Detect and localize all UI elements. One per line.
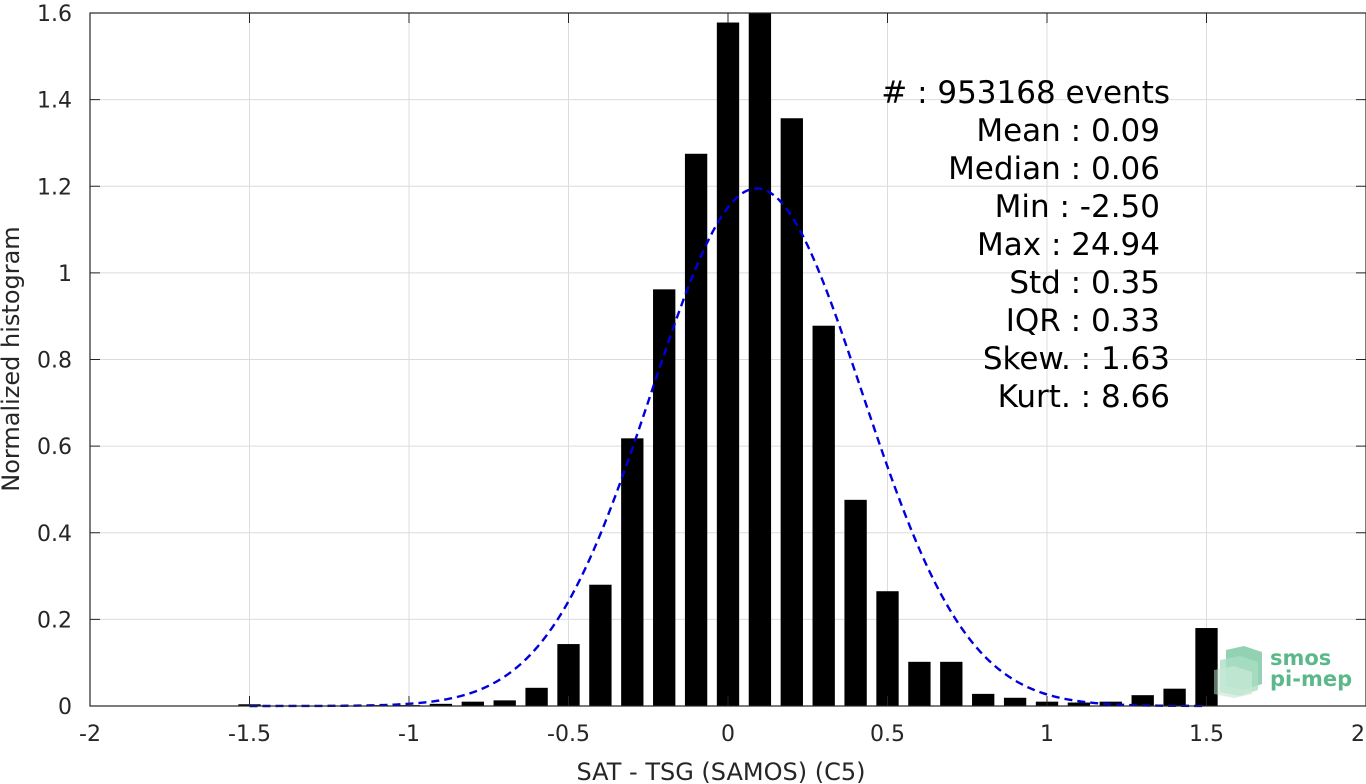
x-tick-label: 0.5	[870, 722, 905, 747]
statistics-box: # : 953168 events Mean : 0.09 Median : 0…	[881, 75, 1170, 415]
histogram-bar	[1003, 697, 1027, 706]
histogram-bar	[493, 700, 516, 706]
y-tick-label: 1.4	[37, 89, 72, 114]
histogram-bar	[621, 438, 644, 706]
x-tick-label: 0	[721, 722, 735, 747]
x-tick-label: -0.5	[547, 722, 590, 747]
y-axis-label: Normalized histogram	[0, 226, 25, 491]
histogram-bar	[461, 701, 484, 706]
x-tick-label: -2	[79, 722, 101, 747]
y-tick-label: 0	[58, 695, 72, 720]
histogram-bar	[844, 499, 867, 706]
histogram-bar	[684, 153, 708, 706]
x-tick-label: 2	[1351, 722, 1365, 747]
logo-text-pi-mep: pi-mep	[1270, 667, 1352, 691]
y-tick-label: 1.2	[37, 175, 72, 200]
histogram-bar	[653, 289, 676, 706]
stat-std: Std : 0.35	[1009, 265, 1160, 301]
histogram-bar	[589, 584, 612, 706]
histogram-bar	[748, 13, 772, 706]
stat-median: Median : 0.06	[948, 151, 1160, 187]
histogram-bar	[1131, 695, 1154, 706]
histogram-bar	[1195, 628, 1218, 706]
smos-pi-mep-logo: smos pi-mep	[1214, 646, 1352, 698]
stat-skew: Skew. : 1.63	[983, 341, 1170, 377]
x-axis-label: SAT - TSG (SAMOS) (C5)	[577, 758, 866, 784]
histogram-bar	[1067, 702, 1091, 706]
histogram-bar	[557, 644, 580, 706]
x-tick-label: 1	[1040, 722, 1054, 747]
x-tick-label: 1.5	[1189, 722, 1224, 747]
stat-min: Min : -2.50	[995, 189, 1160, 225]
y-tick-label: 0.8	[37, 349, 72, 374]
stat-events: # : 953168 events	[881, 75, 1170, 111]
stat-max: Max : 24.94	[977, 227, 1160, 263]
histogram-bar	[972, 693, 995, 706]
histogram-bar	[1163, 688, 1186, 706]
y-tick-label: 1	[58, 262, 72, 287]
y-tick-label: 1.6	[37, 2, 72, 27]
histogram-bars	[238, 13, 1218, 707]
x-tick-label: -1.5	[228, 722, 271, 747]
y-tick-label: 0.4	[37, 522, 72, 547]
y-tick-label: 0.6	[37, 435, 72, 460]
histogram-bar	[429, 703, 453, 706]
histogram-bar	[876, 591, 899, 706]
histogram-bar	[940, 661, 963, 706]
histogram-bar	[716, 22, 740, 707]
axis-ticks: -2 -1.5 -1 -0.5 0 0.5 1 1.5 2 0 0.2 0.4 0.6 0.8 1 1.2 1.…	[37, 2, 1366, 747]
histogram-bar	[908, 661, 931, 706]
stat-kurt: Kurt. : 8.66	[998, 379, 1170, 415]
histogram-bar	[780, 118, 803, 706]
stat-mean: Mean : 0.09	[976, 113, 1160, 149]
histogram-bar	[525, 687, 548, 706]
stat-iqr: IQR : 0.33	[1006, 303, 1160, 339]
x-tick-label: -1	[398, 722, 420, 747]
y-tick-label: 0.2	[37, 608, 72, 633]
histogram-bar	[812, 325, 835, 706]
logo-mark-icon	[1214, 646, 1262, 698]
logo-text-smos: smos	[1270, 646, 1331, 670]
